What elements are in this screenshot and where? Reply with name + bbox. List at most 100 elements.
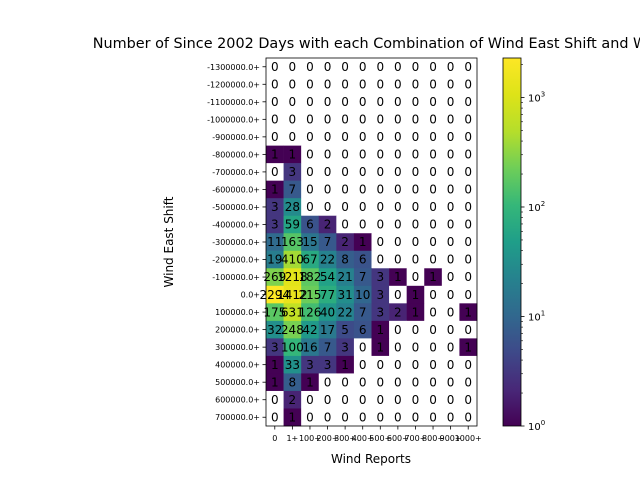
y-axis: -1300000.0+ -1200000.0+ -1100000.0+ -100000… — [207, 63, 266, 422]
heatmap-cell — [283, 180, 302, 199]
cell-value-label: 0 — [447, 270, 455, 284]
heatmap-cell — [406, 163, 425, 181]
y-tick-label: 200000.0+ — [215, 326, 260, 335]
heatmap-cell — [318, 110, 337, 129]
cell-value-label: 0 — [306, 77, 314, 91]
heatmap-cell — [336, 338, 355, 357]
heatmap-cell — [318, 373, 337, 392]
heatmap-cell — [318, 198, 337, 217]
heatmap-cell — [371, 145, 390, 164]
heatmap-cell — [371, 320, 390, 339]
heatmap-cell — [266, 233, 284, 252]
cell-value-label: 0 — [464, 270, 472, 284]
heatmap-cell — [371, 250, 390, 269]
heatmap-cell — [371, 180, 390, 199]
cell-value-label: 0 — [306, 393, 314, 407]
cell-value-label: 0 — [324, 95, 332, 109]
cell-value-label: 0 — [447, 60, 455, 74]
cell-value-label: 0 — [447, 95, 455, 109]
heatmap-cell — [283, 268, 302, 287]
cell-value-label: 0 — [306, 165, 314, 179]
cell-value-label: 0 — [289, 113, 297, 127]
heatmap-cell — [424, 110, 443, 129]
cell-value-label: 7 — [324, 340, 332, 354]
cell-value-label: 0 — [324, 60, 332, 74]
cell-value-label: 248 — [281, 323, 304, 337]
heatmap-cell — [424, 75, 443, 94]
cell-value-label: 410 — [281, 253, 304, 267]
cell-value-label: 0 — [306, 410, 314, 424]
y-tick-label: -700000.0+ — [212, 168, 260, 177]
colorbar-tick-label: 103 — [528, 90, 545, 104]
heatmap-cell — [353, 320, 372, 339]
heatmap-cell — [318, 355, 337, 374]
heatmap-cell — [336, 215, 355, 234]
heatmap-cell — [283, 163, 302, 181]
cell-value-label: 0 — [324, 148, 332, 162]
heatmap-cell — [389, 58, 407, 76]
heatmap-cell — [283, 58, 302, 76]
heatmap-cell — [353, 233, 372, 252]
cell-value-label: 0 — [359, 340, 367, 354]
heatmap-cell — [301, 233, 320, 252]
cell-value-label: 0 — [306, 200, 314, 214]
cell-value-label: 0 — [271, 410, 279, 424]
heatmap-cell — [389, 163, 407, 181]
heatmap-cell — [301, 93, 320, 111]
heatmap-cell — [406, 408, 425, 427]
heatmap-cell — [301, 285, 320, 304]
cell-value-label: 1 — [394, 270, 402, 284]
colorbar-ticks: 100 101 102 103 — [521, 64, 545, 433]
heatmap-cell — [406, 373, 425, 392]
cell-value-label: 0 — [394, 235, 402, 249]
heatmap-cell — [336, 268, 355, 287]
heatmap-cell — [353, 268, 372, 287]
cell-value-label: 42 — [302, 323, 317, 337]
cell-value-label: 0 — [376, 200, 384, 214]
heatmap-cell — [283, 75, 302, 94]
heatmap-cell — [283, 250, 302, 269]
cell-value-label: 0 — [324, 375, 332, 389]
heatmap-cell — [441, 58, 460, 76]
y-tick-label: 0.0+ — [241, 291, 260, 300]
heatmap-cell — [266, 338, 284, 357]
cell-value-label: 0 — [324, 130, 332, 144]
cell-value-label: 0 — [376, 358, 384, 372]
cell-value-label: 0 — [324, 113, 332, 127]
cell-value-label: 0 — [341, 130, 349, 144]
cell-value-label: 0 — [412, 218, 420, 232]
heatmap-cell — [406, 303, 425, 322]
cell-value-label: 0 — [429, 358, 437, 372]
cell-value-label: 0 — [447, 148, 455, 162]
heatmap-cell — [389, 128, 407, 146]
heatmap-cell — [318, 303, 337, 322]
heatmap-cell — [301, 355, 320, 374]
cell-value-label: 0 — [447, 288, 455, 302]
cell-value-label: 0 — [341, 77, 349, 91]
heatmap-cell — [389, 233, 407, 252]
cell-value-label: 1 — [306, 375, 314, 389]
heatmap-cell — [301, 320, 320, 339]
cell-value-label: 0 — [447, 235, 455, 249]
cell-value-label: 0 — [447, 410, 455, 424]
cell-value-label: 0 — [394, 113, 402, 127]
heatmap-cell — [353, 75, 372, 94]
heatmap-cell — [406, 355, 425, 374]
cell-value-label: 0 — [359, 218, 367, 232]
heatmap-cell — [459, 163, 478, 181]
heatmap-cell — [371, 338, 390, 357]
cell-value-label: 2 — [289, 393, 297, 407]
cell-value-label: 1 — [376, 323, 384, 337]
cell-value-label: 0 — [464, 200, 472, 214]
cell-value-label: 1 — [464, 340, 472, 354]
cell-value-label: 0 — [412, 358, 420, 372]
cell-value-label: 0 — [412, 270, 420, 284]
heatmap-cell — [301, 215, 320, 234]
heatmap-cells — [266, 58, 478, 427]
cell-value-label: 21 — [337, 270, 352, 284]
heatmap-cell — [266, 145, 284, 164]
heatmap-cell — [389, 110, 407, 129]
cell-value-label: 269 — [263, 270, 286, 284]
cell-value-label: 0 — [341, 375, 349, 389]
cell-value-label: 0 — [341, 183, 349, 197]
